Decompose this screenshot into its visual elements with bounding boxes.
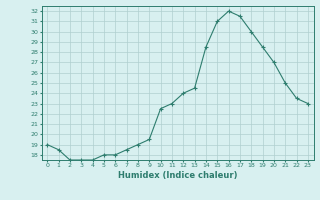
X-axis label: Humidex (Indice chaleur): Humidex (Indice chaleur) (118, 171, 237, 180)
